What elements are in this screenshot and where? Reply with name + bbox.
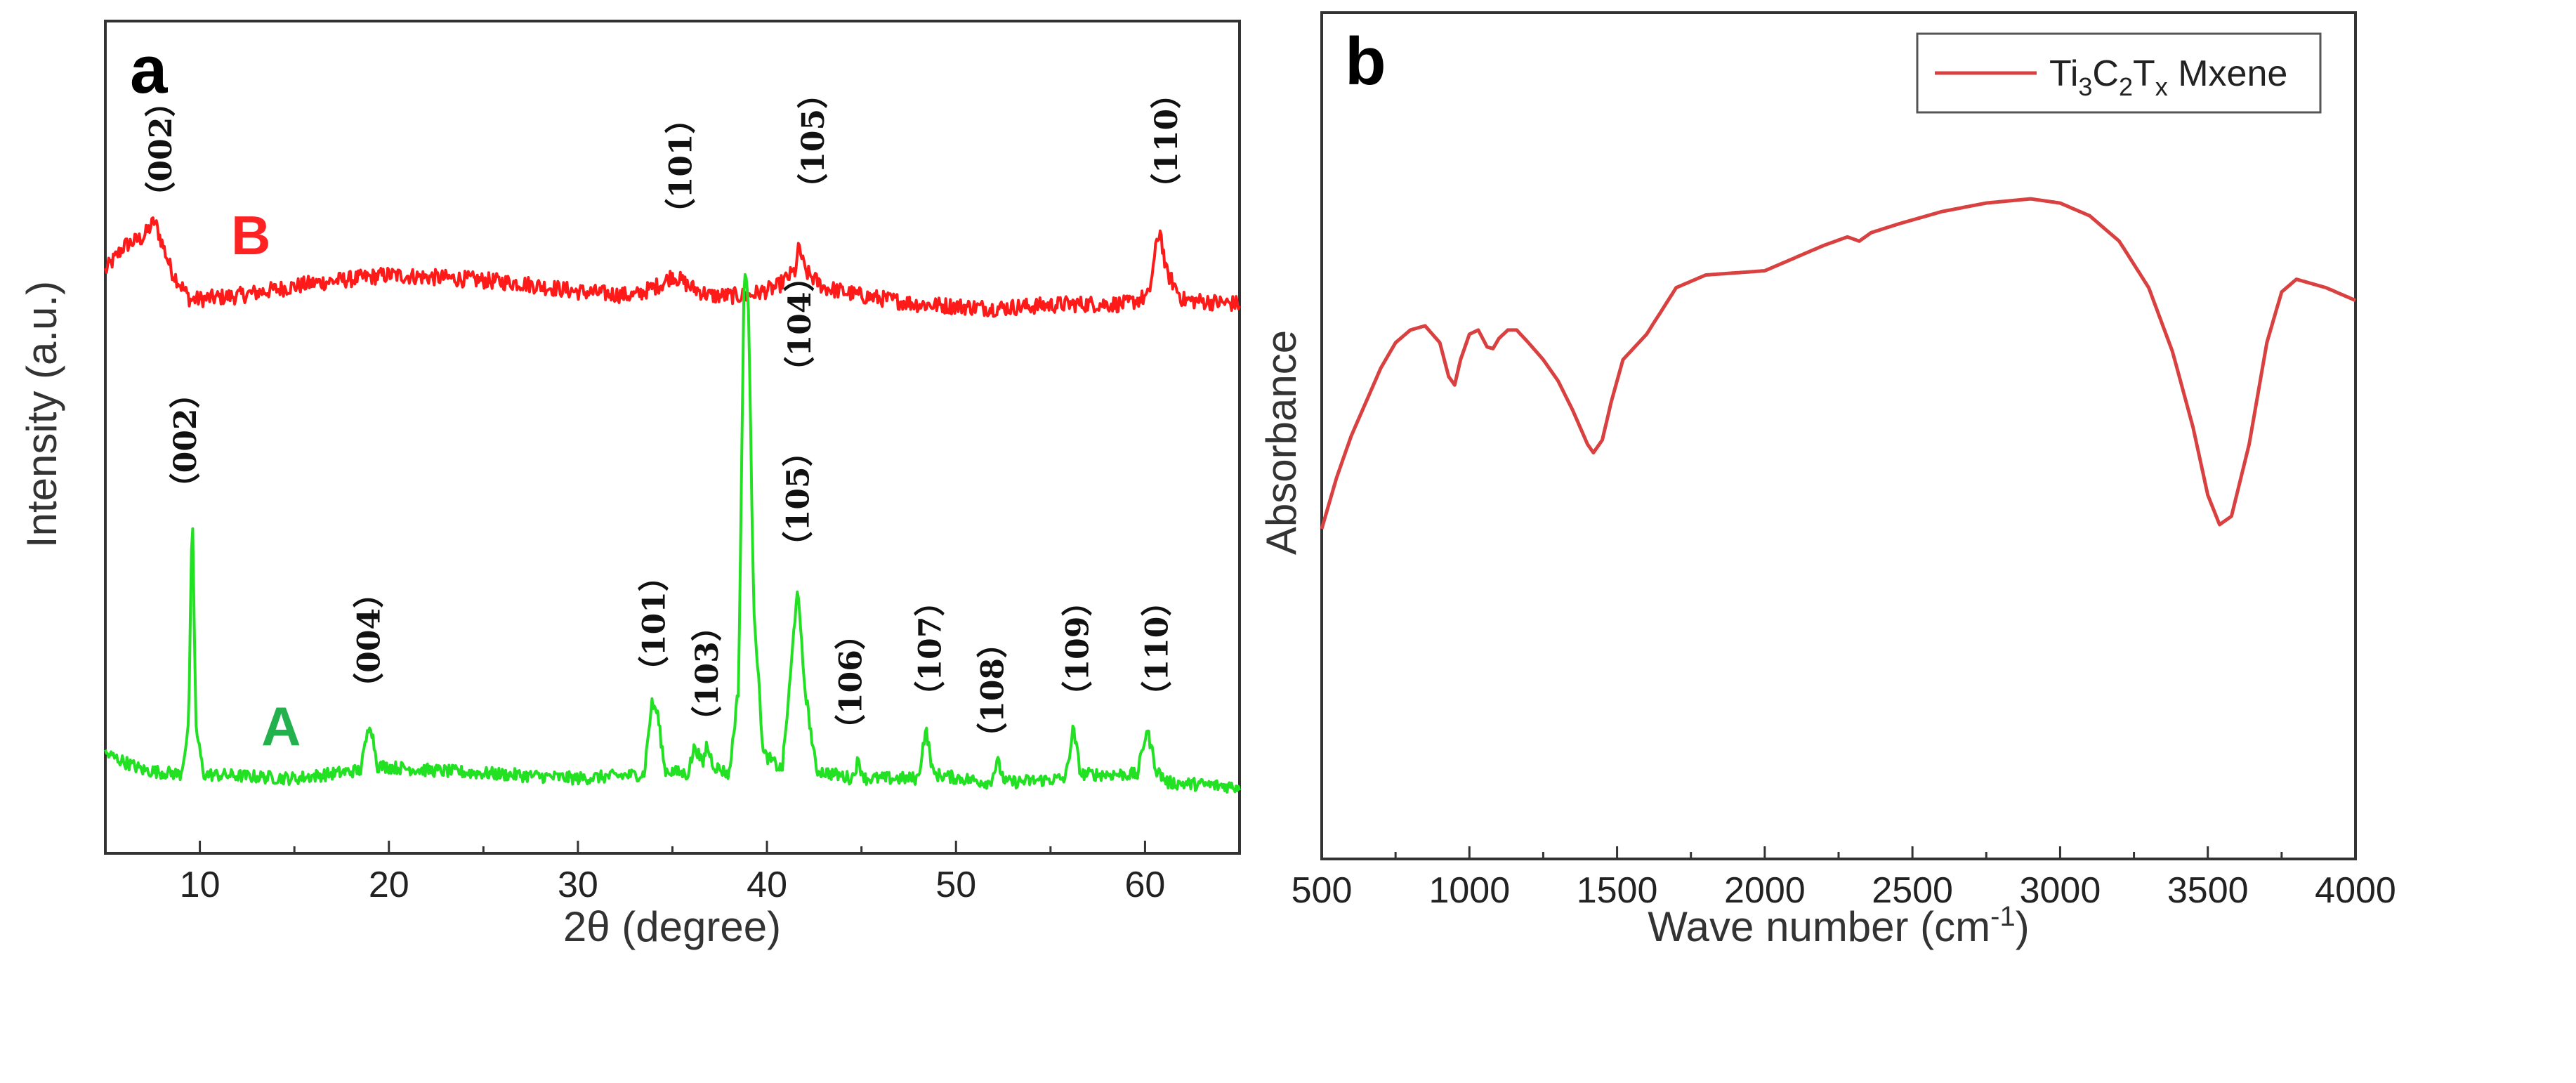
peak-label: （105） — [796, 78, 832, 204]
peak-label: （103） — [690, 610, 725, 737]
peak-label: （101） — [663, 103, 699, 229]
panel-b-tick-label: 3000 — [2020, 870, 2101, 911]
panel-b-legend: Ti3C2Tx Mxene — [1916, 32, 2322, 114]
panel-a-ylabel: Intensity (a.u.) — [18, 281, 65, 548]
peak-label: （110） — [1149, 78, 1185, 204]
panel-a-tick-label: 40 — [747, 865, 787, 905]
peak-label: （110） — [1140, 586, 1176, 712]
series-line-A — [104, 273, 1241, 794]
panel-a-annotations: B A （002） （101） （105） （110） （002） （004） （101） （10… — [143, 78, 1185, 757]
panel-a-tick-label: 50 — [935, 865, 976, 905]
panel-b-tick-label: 2000 — [1724, 870, 1806, 911]
panel-b-ylabel: Absorbance — [1258, 330, 1305, 555]
panel-b-tick-label: 4000 — [2315, 870, 2396, 911]
peak-label: （109） — [1060, 586, 1096, 712]
series-tag-A: A — [261, 695, 301, 757]
panel-b-tick-label: 1000 — [1428, 870, 1510, 911]
panel-a-tick-label: 30 — [558, 865, 598, 905]
panel-b: 500 1000 1500 2000 2500 3000 3500 4000 b Ti3C2T… — [1258, 11, 2396, 950]
legend-label: Ti3C2Tx Mxene — [2049, 53, 2287, 101]
series-line-mxene — [1320, 197, 2356, 530]
panel-b-tick-label: 3500 — [2167, 870, 2249, 911]
panel-b-x-ticks: 500 1000 1500 2000 2500 3000 3500 4000 — [1292, 846, 2396, 911]
peak-label: （106） — [834, 619, 869, 745]
panel-b-letter: b — [1345, 24, 1386, 99]
panel-b-series — [1320, 197, 2356, 530]
peak-label: （002） — [168, 377, 204, 504]
panel-b-tick-label: 500 — [1292, 870, 1353, 911]
panel-a-xlabel: 2θ (degree) — [563, 903, 781, 950]
panel-a-tick-label: 60 — [1124, 865, 1165, 905]
panel-a-series — [104, 216, 1241, 794]
peak-label: （101） — [637, 560, 673, 687]
panel-a-tick-label: 10 — [180, 865, 221, 905]
series-line-B — [104, 216, 1241, 318]
peak-label: （107） — [913, 586, 949, 712]
panel-a-plot-frame — [104, 20, 1241, 855]
peak-label: （108） — [975, 627, 1011, 754]
panel-b-tick-label: 1500 — [1577, 870, 1658, 911]
panel-b-xlabel: Wave number (cm-1) — [1648, 901, 2029, 950]
panel-a-x-ticks: 10 20 30 40 50 60 — [104, 841, 1241, 905]
peak-label: （104） — [782, 261, 818, 388]
panel-b-plot-frame — [1320, 11, 2357, 860]
panel-a-letter: a — [130, 32, 168, 107]
peak-label: （004） — [351, 577, 387, 704]
panel-b-tick-label: 2500 — [1872, 870, 1953, 911]
peak-label: （105） — [780, 435, 816, 562]
peak-label: （002） — [143, 86, 179, 213]
panel-a: 10 20 30 40 50 60 B A （002） （101） （105） （110） （002）… — [18, 20, 1241, 950]
series-tag-B: B — [231, 204, 270, 266]
panel-a-tick-label: 20 — [369, 865, 409, 905]
